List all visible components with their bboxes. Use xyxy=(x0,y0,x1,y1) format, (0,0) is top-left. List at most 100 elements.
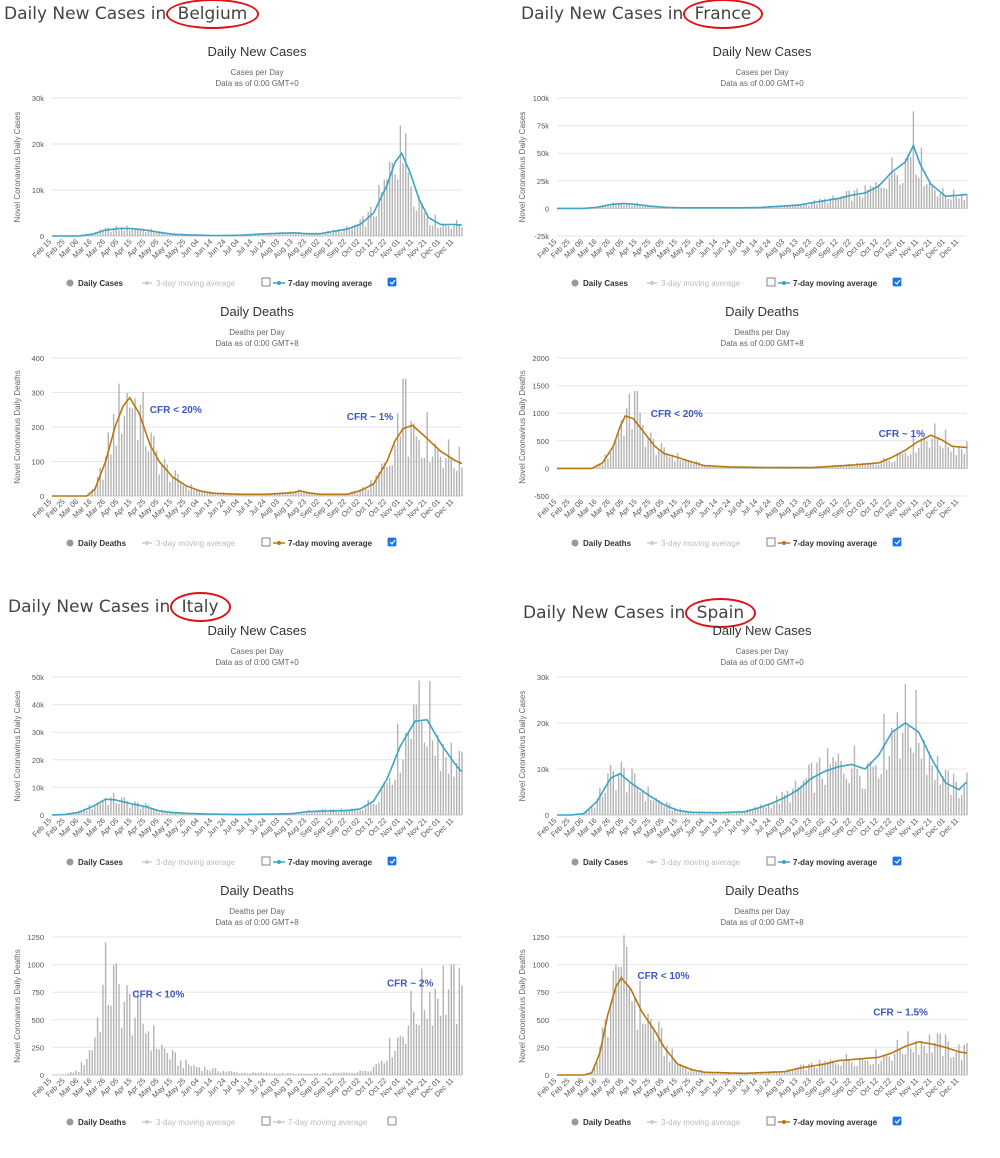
bar xyxy=(671,1048,673,1076)
legend-3day[interactable]: 3-day moving average xyxy=(661,858,741,867)
y-tick-label: 20k xyxy=(32,756,44,765)
bar xyxy=(601,796,604,816)
checkbox-3day[interactable] xyxy=(766,1116,776,1126)
bar xyxy=(666,1045,668,1076)
bar xyxy=(912,433,915,469)
bar xyxy=(792,788,794,816)
chart-data-asof: Data as of 0:00 GMT+8 xyxy=(215,918,299,927)
legend-7day[interactable]: 7-day moving average xyxy=(793,279,878,288)
bar xyxy=(70,1071,72,1076)
checkbox-3day[interactable] xyxy=(261,537,271,547)
bar xyxy=(781,791,783,816)
panel-spain: Daily New Cases in Spain Daily New Cases… xyxy=(505,579,1000,1158)
legend-7day[interactable]: 7-day moving average xyxy=(793,1118,878,1127)
bar xyxy=(869,462,872,469)
y-tick-label: 500 xyxy=(536,1016,549,1025)
bar xyxy=(690,461,692,469)
bar xyxy=(955,455,957,469)
bar xyxy=(901,183,904,209)
bar xyxy=(636,391,639,469)
bar xyxy=(375,804,377,816)
legend-daily[interactable]: Daily Cases xyxy=(583,858,628,867)
cfr-annotation: CFR < 10% xyxy=(637,971,689,982)
bar xyxy=(335,230,337,237)
bar xyxy=(313,494,316,497)
bar xyxy=(910,454,912,469)
checkbox-3day[interactable] xyxy=(766,537,776,547)
bar xyxy=(375,1063,377,1076)
bar xyxy=(171,477,174,497)
checkbox-7day[interactable] xyxy=(892,537,902,547)
checkbox-3day[interactable] xyxy=(766,277,776,287)
checkbox-7day[interactable] xyxy=(387,856,397,866)
legend-3day[interactable]: 3-day moving average xyxy=(156,279,236,288)
bar xyxy=(359,219,361,237)
checkbox-7day[interactable] xyxy=(387,1116,397,1126)
bar xyxy=(773,1070,775,1076)
legend-3day[interactable]: 3-day moving average xyxy=(661,539,741,548)
legend-daily[interactable]: Daily Deaths xyxy=(583,539,632,548)
legend-3day[interactable]: 3-day moving average xyxy=(156,539,236,548)
bar xyxy=(396,1037,399,1076)
legend-3day[interactable]: 3-day moving average xyxy=(661,1118,741,1127)
legend-7day[interactable]: 7-day moving average xyxy=(288,539,373,548)
checkbox-7day[interactable] xyxy=(387,277,397,287)
bar xyxy=(426,412,428,497)
legend-daily[interactable]: Daily Cases xyxy=(583,279,628,288)
legend-7day[interactable]: 7-day moving average xyxy=(793,539,878,548)
legend-daily[interactable]: Daily Deaths xyxy=(583,1118,632,1127)
checkbox-3day[interactable] xyxy=(766,856,776,866)
moving-average-line xyxy=(51,718,462,816)
bar xyxy=(399,1035,402,1076)
bar xyxy=(837,753,840,816)
bar xyxy=(877,1064,880,1076)
bar xyxy=(867,462,869,469)
legend-daily[interactable]: Daily Deaths xyxy=(78,539,127,548)
legend-3day[interactable]: 3-day moving average xyxy=(156,1118,236,1127)
panel-heading: Daily New Cases in Spain xyxy=(523,598,756,628)
bar xyxy=(754,806,757,816)
bar xyxy=(104,227,107,237)
bar xyxy=(934,423,936,469)
legend-3day[interactable]: 3-day moving average xyxy=(156,858,236,867)
bar xyxy=(883,457,885,469)
bar xyxy=(429,225,431,237)
bar xyxy=(963,453,966,469)
bar xyxy=(939,784,941,816)
legend-marker-3day xyxy=(650,541,654,545)
bar xyxy=(751,808,754,816)
bar xyxy=(439,771,442,816)
bar xyxy=(145,446,147,497)
bar xyxy=(96,233,99,237)
bar xyxy=(254,234,257,237)
legend-7day[interactable]: 7-day moving average xyxy=(793,858,878,867)
legend-daily[interactable]: Daily Deaths xyxy=(78,1118,127,1127)
bar xyxy=(612,970,614,1076)
bar xyxy=(410,738,412,816)
bar xyxy=(778,803,781,816)
legend-7day[interactable]: 7-day moving average xyxy=(288,279,373,288)
bar xyxy=(386,466,388,497)
bar xyxy=(853,190,856,209)
checkbox-3day[interactable] xyxy=(261,1116,271,1126)
checkbox-7day[interactable] xyxy=(892,277,902,287)
legend-7day[interactable]: 7-day moving average xyxy=(288,858,373,867)
checkbox-7day[interactable] xyxy=(892,1116,902,1126)
bar xyxy=(631,1001,633,1076)
legend-daily[interactable]: Daily Cases xyxy=(78,858,123,867)
y-tick-label: 200 xyxy=(31,423,44,432)
bar xyxy=(628,986,631,1076)
legend-7day[interactable]: 7-day moving average xyxy=(288,1118,368,1127)
legend-3day[interactable]: 3-day moving average xyxy=(661,279,741,288)
bar xyxy=(321,234,324,237)
bar xyxy=(647,786,649,816)
bar xyxy=(776,1071,778,1076)
bar xyxy=(99,467,101,497)
checkbox-3day[interactable] xyxy=(261,856,271,866)
checkbox-7day[interactable] xyxy=(387,537,397,547)
bar xyxy=(634,773,636,816)
checkbox-3day[interactable] xyxy=(261,277,271,287)
bar xyxy=(636,787,639,816)
legend-daily[interactable]: Daily Cases xyxy=(78,279,123,288)
checkbox-7day[interactable] xyxy=(892,856,902,866)
